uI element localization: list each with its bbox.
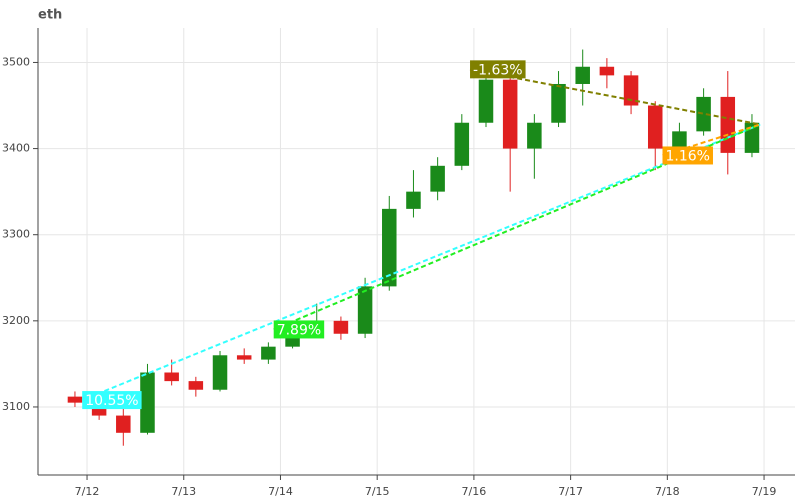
candle-body <box>333 320 349 334</box>
chart-title: eth <box>38 8 62 23</box>
x-tick-label: 7/15 <box>365 485 390 498</box>
candle-body <box>623 75 639 106</box>
y-tick-label: 3400 <box>2 142 30 155</box>
candle-body <box>188 381 204 390</box>
annotation: -1.63% <box>470 60 526 79</box>
candle-body <box>212 355 228 390</box>
candle-body <box>406 191 421 209</box>
candle-body <box>575 66 590 84</box>
annotation-line <box>81 123 761 401</box>
candle-body <box>527 122 542 149</box>
candle-body <box>454 122 470 166</box>
annotation: 7.89% <box>273 320 325 339</box>
candle-body <box>140 372 155 433</box>
candle-body <box>261 346 276 360</box>
candle-body <box>599 66 615 76</box>
x-tick-label: 7/13 <box>171 485 196 498</box>
annotation-box <box>470 60 526 79</box>
annotation-box <box>273 320 325 339</box>
candle-body <box>430 165 445 192</box>
candle-body <box>382 208 397 287</box>
x-tick-label: 7/18 <box>655 485 680 498</box>
candle-body <box>357 286 373 334</box>
candle-body <box>478 79 494 123</box>
x-tick-label: 7/16 <box>462 485 487 498</box>
x-tick-label: 7/14 <box>268 485 293 498</box>
candle-body <box>551 83 566 123</box>
candle-body <box>502 79 518 149</box>
candle-body <box>236 355 252 360</box>
annotation-box <box>82 391 142 410</box>
annotation-label: 1.16% <box>665 148 709 164</box>
candle-body <box>647 105 663 149</box>
y-tick-label: 3300 <box>2 228 30 241</box>
annotation-label: -1.63% <box>473 62 523 78</box>
candle-body <box>164 372 179 382</box>
candle-body <box>116 415 131 433</box>
annotation-label: 7.89% <box>277 322 321 338</box>
annotation-line <box>469 68 761 126</box>
candle-body <box>67 396 83 403</box>
x-tick-label: 7/12 <box>75 485 100 498</box>
candle-body <box>672 131 687 149</box>
annotation: 1.16% <box>662 146 713 165</box>
candle-body <box>696 96 711 132</box>
y-tick-label: 3500 <box>2 55 30 68</box>
annotation-label: 10.55% <box>85 393 138 409</box>
x-tick-label: 7/19 <box>752 485 777 498</box>
annotation: 10.55% <box>82 391 142 410</box>
annotation-box <box>662 146 713 165</box>
x-tick-label: 7/17 <box>558 485 583 498</box>
candle-body <box>720 96 736 153</box>
y-tick-label: 3200 <box>2 314 30 327</box>
y-tick-label: 3100 <box>2 400 30 413</box>
